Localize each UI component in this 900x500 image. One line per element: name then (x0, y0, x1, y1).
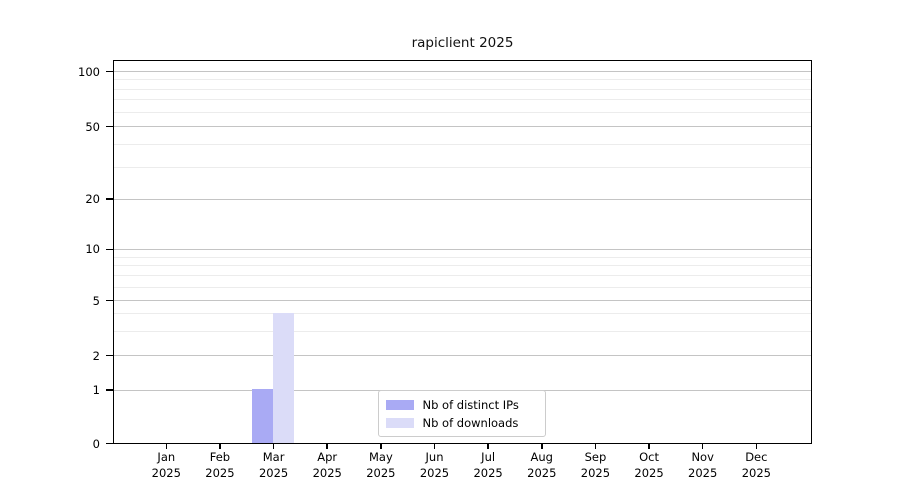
x-tick-mark (219, 443, 221, 449)
x-tick-label-oct: Oct 2025 (634, 450, 664, 480)
gridline-minor (114, 143, 811, 145)
bar-mar-distinct-ips (251, 389, 274, 443)
x-tick-mark (648, 443, 650, 449)
gridline-major (114, 198, 811, 200)
gridline-major (114, 300, 811, 301)
y-tick-label: 20 (85, 192, 100, 206)
y-tick-mark (106, 198, 113, 200)
y-tick-mark (106, 70, 113, 73)
y-tick-label: 0 (92, 436, 100, 451)
x-tick-mark (541, 443, 543, 449)
gridline-minor (114, 286, 811, 288)
x-tick-mark (701, 443, 704, 449)
x-tick-label-jun: Jun 2025 (419, 450, 450, 480)
x-tick-mark (272, 443, 275, 449)
y-tick-mark (106, 299, 113, 302)
x-tick-label-jan: Jan 2025 (151, 450, 181, 480)
x-tick-label-dec: Dec 2025 (741, 450, 771, 480)
y-tick-label: 2 (92, 348, 100, 363)
x-tick-mark (755, 443, 758, 449)
x-tick-label-aug: Aug 2025 (527, 450, 557, 480)
legend-label-downloads: Nb of downloads (422, 416, 519, 430)
y-tick-label: 5 (92, 293, 100, 308)
gridline-minor (114, 79, 811, 81)
gridline-major (114, 71, 811, 72)
bar-mar-downloads (273, 312, 295, 443)
plot-area: Nb of distinct IPs Nb of downloads (113, 60, 812, 444)
gridline-minor (114, 313, 811, 315)
gridline-major (114, 126, 811, 128)
gridline-major (114, 355, 811, 356)
x-tick-mark (380, 443, 382, 449)
x-tick-mark (594, 443, 597, 449)
y-tick-mark (106, 389, 113, 391)
x-tick-label-may: May 2025 (366, 450, 396, 480)
x-tick-mark (487, 443, 489, 449)
y-tick-mark (106, 354, 113, 357)
x-tick-label-mar: Mar 2025 (258, 450, 289, 480)
legend-item-distinct-ips: Nb of distinct IPs (385, 396, 539, 414)
x-tick-mark (433, 443, 436, 449)
gridline-minor (114, 275, 811, 277)
y-tick-label: 10 (85, 242, 100, 257)
gridline-minor (114, 111, 811, 113)
x-tick-label-sep: Sep 2025 (580, 450, 611, 480)
y-tick-label: 50 (85, 119, 100, 134)
x-tick-mark (165, 443, 168, 449)
x-tick-label-jul: Jul 2025 (473, 450, 503, 480)
legend-item-downloads: Nb of downloads (385, 414, 539, 432)
gridline-major (114, 248, 811, 250)
y-tick-mark (106, 442, 113, 445)
gridline-minor (114, 256, 811, 258)
legend-swatch-downloads (385, 417, 414, 429)
gridline-minor (114, 99, 811, 101)
y-tick-mark (106, 125, 113, 128)
gridline-minor (114, 166, 811, 168)
gridline-minor (114, 330, 811, 332)
x-tick-label-feb: Feb 2025 (205, 450, 235, 480)
gridline-minor (114, 88, 811, 90)
y-tick-label: 1 (92, 383, 100, 397)
x-tick-mark (326, 443, 328, 449)
chart-title: rapiclient 2025 (411, 35, 514, 51)
y-tick-label: 100 (78, 64, 100, 79)
legend: Nb of distinct IPs Nb of downloads (377, 390, 546, 437)
legend-swatch-distinct-ips (385, 399, 414, 411)
x-tick-label-apr: Apr 2025 (312, 450, 342, 480)
x-tick-label-nov: Nov 2025 (688, 450, 718, 480)
y-tick-mark (106, 248, 113, 251)
legend-label-distinct-ips: Nb of distinct IPs (422, 398, 519, 412)
gridline-minor (114, 265, 811, 267)
